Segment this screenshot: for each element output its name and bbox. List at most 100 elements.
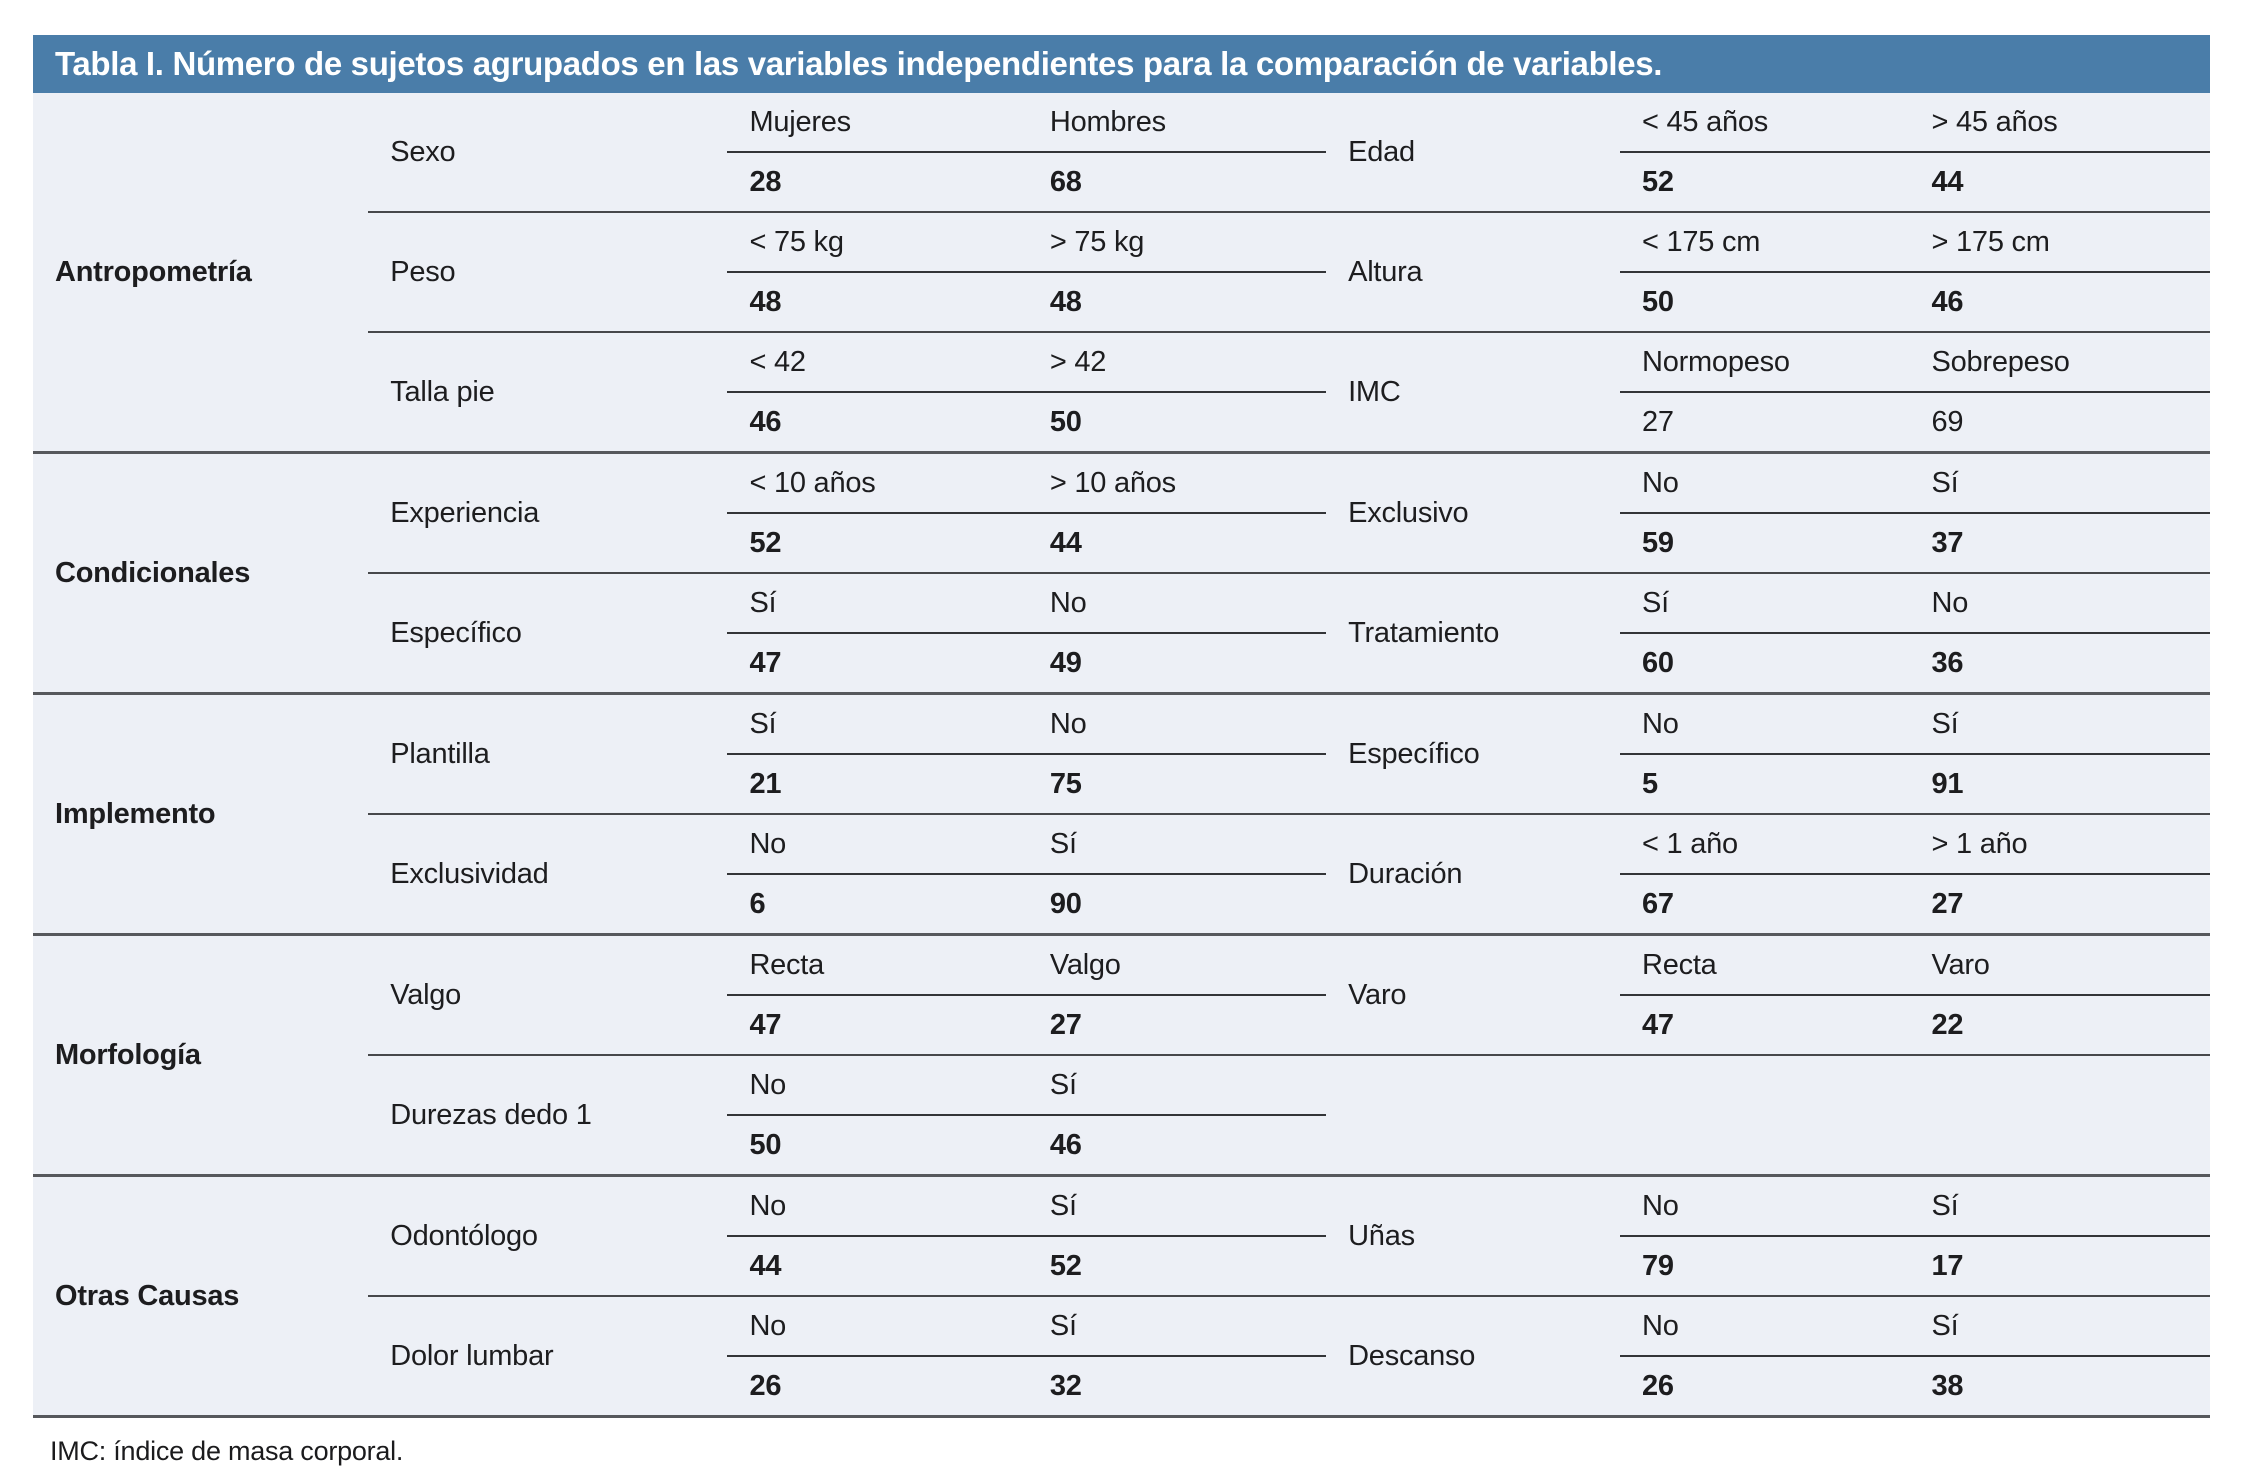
variable-label: Altura: [1326, 212, 1620, 333]
group-value: 5: [1620, 754, 1910, 815]
subjects-table: Antropometría Sexo Mujeres Hombres Edad …: [33, 93, 2210, 1418]
group-value: 52: [1027, 1236, 1327, 1297]
group-label: No: [727, 814, 1028, 875]
group-label: < 42: [727, 332, 1028, 393]
group-label-empty: [1910, 1055, 2210, 1115]
variable-label: Edad: [1326, 93, 1620, 213]
group-value: 27: [1931, 887, 1964, 920]
group-label: No: [1027, 573, 1327, 634]
group-value: 52: [1620, 152, 1910, 213]
section-condicionales: Condicionales Experiencia < 10 años > 10…: [33, 452, 2210, 694]
variable-label: Valgo: [368, 934, 728, 1056]
group-value: 47: [749, 646, 782, 679]
group-value: 21: [727, 754, 1028, 815]
group-label: < 10 años: [727, 452, 1028, 514]
variable-label: Exclusivo: [1326, 452, 1620, 574]
variable-label: Durezas dedo 1: [390, 1098, 592, 1131]
section-antropometria: Antropometría Sexo Mujeres Hombres Edad …: [33, 93, 2210, 453]
group-value: 44: [1909, 152, 2210, 213]
group-value: 46: [1909, 272, 2210, 333]
section-label: Condicionales: [55, 556, 251, 589]
group-value: 38: [1931, 1369, 1964, 1402]
group-label: < 75 kg: [727, 212, 1028, 273]
group-label: < 175 cm: [1620, 212, 1910, 273]
group-label: Sí: [1027, 1055, 1327, 1116]
variable-label: IMC: [1348, 375, 1401, 408]
group-value: 67: [1642, 887, 1674, 920]
group-value: 50: [1620, 272, 1910, 333]
group-value: 37: [1909, 513, 2210, 574]
variable-label: Uñas: [1326, 1175, 1620, 1297]
section-label: Implemento: [55, 797, 216, 830]
group-value: 79: [1620, 1236, 1910, 1297]
group-label: > 42: [1027, 332, 1327, 393]
variable-label-empty: [1326, 1055, 1620, 1176]
section-morfologia: Morfología Valgo Recta Valgo Varo Recta …: [33, 934, 2210, 1176]
group-value: 26: [1642, 1369, 1674, 1402]
group-label: Valgo: [1027, 934, 1327, 996]
variable-label: Plantilla: [368, 693, 728, 815]
group-label: > 75 kg: [1027, 212, 1327, 273]
group-value: 17: [1909, 1236, 2210, 1297]
group-label: Sí: [1909, 452, 2210, 514]
group-label: > 10 años: [1027, 452, 1327, 514]
group-label: > 175 cm: [1909, 212, 2210, 273]
group-label: Recta: [1620, 934, 1910, 996]
variable-label: Talla pie: [390, 375, 495, 408]
group-value: 47: [727, 995, 1028, 1056]
variable-label: Odontólogo: [368, 1175, 728, 1297]
variable-label: Peso: [368, 212, 728, 333]
group-label: Sí: [1620, 573, 1910, 634]
group-value-empty: [1910, 1115, 2210, 1176]
group-value: 50: [1049, 405, 1082, 438]
group-value: 6: [749, 887, 766, 920]
table-container: Tabla I. Número de sujetos agrupados en …: [33, 35, 2210, 1467]
group-value: 49: [1049, 646, 1082, 679]
variable-label: Descanso: [1348, 1339, 1476, 1372]
variable-label: Experiencia: [368, 452, 728, 574]
group-label: > 45 años: [1909, 93, 2210, 153]
variable-label: Duración: [1348, 857, 1463, 890]
group-label: Sobrepeso: [1909, 332, 2210, 393]
group-value: 48: [1027, 272, 1327, 333]
group-value: 90: [1049, 887, 1082, 920]
group-label: Sí: [1027, 814, 1327, 875]
group-label: Sí: [1027, 1296, 1327, 1357]
group-label: Sí: [1909, 693, 2210, 755]
group-label: No: [1620, 452, 1910, 514]
section-label: Antropometría: [55, 255, 252, 288]
group-label: No: [727, 1055, 1028, 1116]
group-label: No: [727, 1296, 1028, 1357]
group-value-empty: [1620, 1115, 1910, 1176]
section-label: Morfología: [55, 1038, 201, 1071]
variable-label: Tratamiento: [1348, 616, 1500, 649]
variable-label: Específico: [1326, 693, 1620, 815]
group-label: Hombres: [1027, 93, 1327, 153]
group-value: 32: [1049, 1369, 1082, 1402]
group-value: 27: [1027, 995, 1327, 1056]
group-label: Mujeres: [727, 93, 1028, 153]
group-label: Varo: [1909, 934, 2210, 996]
variable-label: Exclusividad: [390, 857, 549, 890]
group-value: 28: [727, 152, 1028, 213]
group-value: 44: [1027, 513, 1327, 574]
group-value: 48: [727, 272, 1028, 333]
table-title: Tabla I. Número de sujetos agrupados en …: [55, 45, 1663, 82]
group-value: 22: [1909, 995, 2210, 1056]
group-label: Sí: [1909, 1296, 2210, 1357]
group-value: 44: [727, 1236, 1028, 1297]
group-value: 46: [1049, 1128, 1082, 1161]
section-label: Otras Causas: [55, 1279, 240, 1312]
group-value: 26: [749, 1369, 782, 1402]
group-value: 52: [727, 513, 1028, 574]
group-label: No: [1620, 1175, 1910, 1237]
group-label: No: [1620, 693, 1910, 755]
group-value: 36: [1931, 646, 1964, 679]
group-value: 46: [749, 405, 782, 438]
group-label: No: [727, 1175, 1028, 1237]
group-label: < 45 años: [1620, 93, 1910, 153]
group-value: 27: [1642, 405, 1674, 438]
group-label: Sí: [1909, 1175, 2210, 1237]
group-value: 59: [1620, 513, 1910, 574]
group-value: 68: [1027, 152, 1327, 213]
